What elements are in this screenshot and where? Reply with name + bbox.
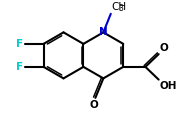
Text: CH: CH xyxy=(112,2,127,12)
Text: O: O xyxy=(160,43,168,53)
Text: 3: 3 xyxy=(119,4,123,13)
Text: F: F xyxy=(16,62,24,72)
Text: O: O xyxy=(90,100,99,110)
Text: N: N xyxy=(99,27,108,37)
Text: OH: OH xyxy=(160,81,177,91)
Text: F: F xyxy=(16,39,24,49)
